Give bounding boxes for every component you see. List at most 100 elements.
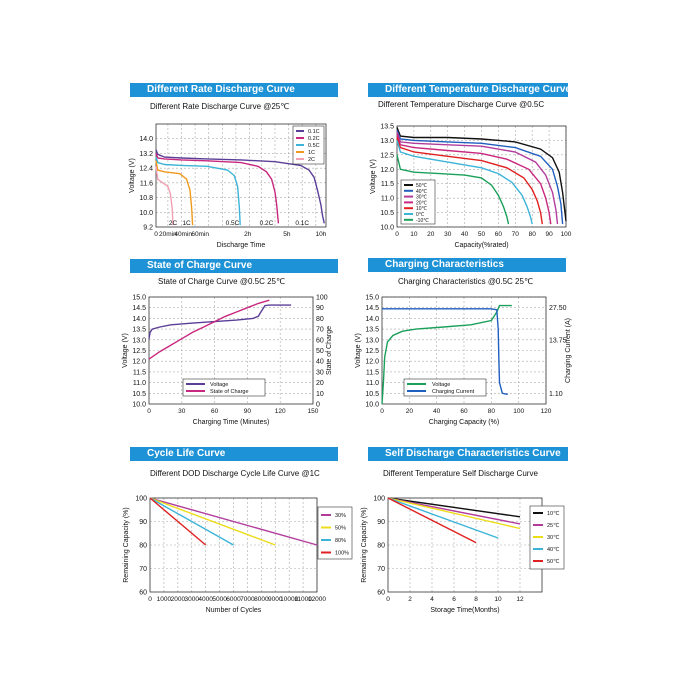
y-tick-label: 12.4 [139, 166, 153, 173]
y-tick-label: 14.0 [132, 316, 146, 323]
chart-temp: 10.0 10.5 11.0 11.5 12.0 12.5 13.0 13.5 0 10 20 30 4… [370, 124, 572, 250]
y2-tick-label: 30 [316, 369, 324, 376]
x-tick-label: 60min [191, 231, 209, 238]
x-tick-label: 12 [516, 596, 524, 603]
chart-subtitle: Different Rate Discharge Curve @25℃ [150, 102, 290, 111]
legend: 30% 50% 80% 100% [317, 506, 353, 560]
y2-axis-label: State of Charge [326, 326, 333, 375]
y2-tick-label: 90 [316, 305, 324, 312]
x-tick-label: 5000 [212, 596, 227, 603]
y-tick-label: 14.5 [365, 305, 379, 312]
curve-annotation: 0.1C [295, 220, 309, 227]
y-axis-label: Voltage (V) [129, 158, 136, 193]
legend-label: 40℃ [547, 546, 559, 553]
y-tick-label: 12.5 [380, 152, 394, 159]
series-line [155, 166, 174, 226]
y2-tick-label: 13.75 [549, 337, 567, 344]
legend-label: Voltage [432, 382, 450, 388]
y2-tick-label: 100 [316, 295, 328, 302]
y-tick-label: 10.0 [139, 210, 153, 217]
legend-label: -10℃ [416, 218, 429, 224]
y-tick-label: 11.6 [140, 180, 153, 187]
series-line [396, 154, 510, 225]
plot-frame [396, 125, 567, 228]
x-tick-label: 150 [308, 408, 319, 415]
series-line [387, 497, 521, 530]
panel-header: Different Temperature Discharge Curve [368, 83, 571, 97]
y-tick-label: 10.5 [380, 210, 394, 217]
x-tick-label: 80 [488, 408, 496, 415]
x-tick-label: 12000 [308, 596, 326, 603]
chart-subtitle: Charging Characteristics @0.5C 25℃ [398, 277, 533, 286]
curve-annotation: 0.5C [226, 220, 240, 227]
y2-tick-label: 10 [316, 391, 324, 398]
y2-tick-label: 60 [316, 337, 324, 344]
x-tick-label: 4 [430, 596, 434, 603]
panel-header: Self Discharge Characteristics Curve [368, 447, 568, 461]
y-tick-label: 80 [377, 543, 385, 550]
panel-header: Charging Characteristics [368, 258, 566, 272]
x-axis-label: Number of Cycles [206, 607, 262, 614]
y-axis-label: Voltage (V) [122, 333, 129, 368]
legend-label: 30℃ [547, 534, 559, 541]
y2-tick-label: 20 [316, 380, 324, 387]
y-tick-label: 70 [377, 566, 385, 573]
x-axis-label: Capacity(%rated) [454, 242, 508, 249]
y-tick-label: 11.0 [381, 196, 394, 203]
x-tick-label: 10h [315, 231, 326, 238]
x-axis-label: Discharge Time [217, 242, 266, 249]
y-tick-label: 12.0 [380, 167, 394, 174]
x-tick-label: 0 [147, 408, 151, 415]
legend-label: Voltage [210, 382, 228, 388]
y-axis-label: Remaining Capacity (%) [123, 507, 130, 582]
x-tick-label: 30 [444, 231, 452, 238]
series-line [155, 149, 325, 224]
legend-label: 50% [335, 526, 346, 532]
chart-self: 60 70 80 90 100 0 2 4 6 8 10 12 Storage Time(Months)… [361, 496, 565, 614]
y-tick-label: 13.5 [380, 124, 394, 131]
legend: 50℃40℃30℃20℃10℃0℃-10℃ [400, 179, 436, 225]
y-tick-label: 60 [139, 590, 147, 597]
y-tick-label: 12.5 [365, 348, 379, 355]
y-tick-label: 10.5 [365, 391, 379, 398]
x-tick-label: 20 [406, 408, 414, 415]
chart-subtitle: Different Temperature Self Discharge Cur… [383, 469, 538, 478]
x-tick-label: 100 [513, 408, 524, 415]
legend: 10℃ 25℃ 30℃ 40℃ 50℃ [529, 505, 565, 570]
plot-frame [155, 123, 327, 228]
chart-subtitle: Different DOD Discharge Cycle Life Curve… [150, 469, 320, 478]
y-tick-label: 80 [139, 543, 147, 550]
curve-annotation: 0.2C [260, 220, 274, 227]
series-line [396, 134, 552, 225]
legend-label: Charging Current [432, 389, 475, 395]
panel-header: Cycle Life Curve [130, 447, 338, 461]
legend-label: 0.1C [308, 129, 320, 135]
x-tick-label: 30 [178, 408, 186, 415]
x-tick-label: 100 [561, 231, 572, 238]
x-axis-label: Charging Capacity (%) [429, 419, 499, 426]
y-tick-label: 10.8 [139, 195, 153, 202]
x-tick-label: 2h [244, 231, 252, 238]
x-tick-label: 4000 [198, 596, 213, 603]
y2-tick-label: 80 [316, 316, 324, 323]
legend-label: 80% [335, 538, 346, 544]
y-tick-label: 14.0 [365, 316, 379, 323]
legend-label: 50℃ [547, 558, 559, 565]
x-tick-label: 11000 [294, 596, 312, 603]
x-tick-label: 60 [495, 231, 503, 238]
series-line [396, 131, 559, 225]
x-tick-label: 90 [244, 408, 252, 415]
legend-label: 10℃ [547, 510, 559, 517]
legend-label: State of Charge [210, 389, 249, 395]
y-axis-label: Voltage (V) [355, 333, 362, 368]
series-line [396, 137, 543, 225]
y-tick-label: 15.0 [365, 295, 379, 302]
y-tick-label: 12.0 [132, 359, 146, 366]
y-tick-label: 11.5 [381, 181, 394, 188]
legend-label: 10℃ [416, 206, 428, 212]
y-tick-label: 60 [377, 590, 385, 597]
y-tick-label: 9.2 [143, 225, 153, 232]
